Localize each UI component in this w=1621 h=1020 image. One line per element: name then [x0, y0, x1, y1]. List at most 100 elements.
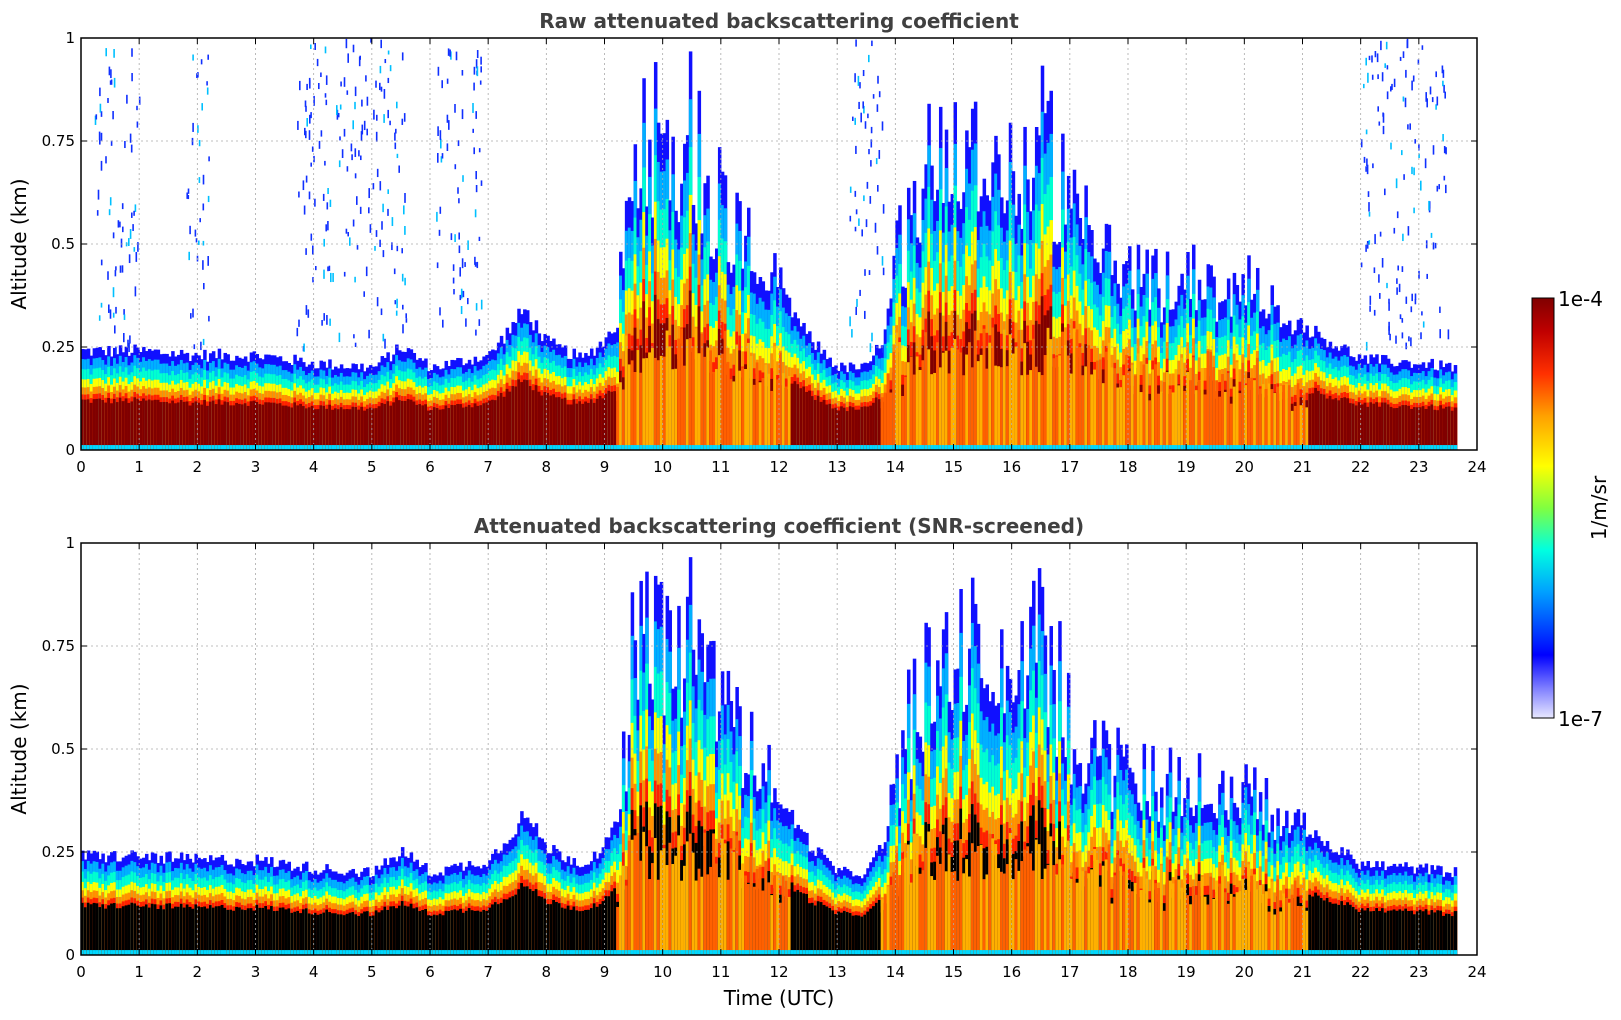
noise-speck [1443, 146, 1446, 154]
heatmap-column [560, 398, 565, 450]
heatmap-column [793, 381, 798, 450]
heatmap-column [165, 445, 169, 450]
noise-speck [187, 195, 190, 200]
noise-speck [358, 56, 361, 67]
heatmap-column [124, 398, 129, 450]
heatmap-column [1357, 402, 1362, 450]
heatmap-column [389, 445, 393, 450]
heatmap-column [1119, 387, 1123, 450]
noise-speck [1396, 287, 1398, 295]
heatmap-column [883, 445, 888, 450]
heatmap-column [302, 406, 306, 450]
heatmap-column [447, 445, 451, 450]
heatmap-column [124, 950, 129, 955]
heatmap-column [1238, 445, 1243, 450]
heatmap-column [1058, 445, 1062, 450]
heatmap-column [840, 406, 844, 450]
heatmap-column [645, 358, 649, 450]
heatmap-column [136, 398, 140, 450]
heatmap-column [979, 354, 984, 450]
noise-speck [441, 153, 444, 159]
heatmap-column [904, 377, 908, 450]
heatmap-column [162, 445, 166, 450]
heatmap-column [348, 409, 353, 450]
heatmap-column [802, 386, 806, 450]
heatmap-column [947, 373, 952, 450]
noise-speck [475, 111, 477, 119]
noise-speck [200, 341, 202, 351]
noise-speck [1418, 153, 1420, 159]
heatmap-column [270, 445, 274, 450]
noise-speck [296, 327, 299, 337]
noise-speck [363, 120, 366, 131]
heatmap-column [220, 404, 225, 450]
noise-speck [870, 139, 873, 148]
noise-speck [864, 310, 866, 319]
heatmap-column [1090, 445, 1094, 450]
heatmap-column [304, 445, 309, 450]
heatmap-column [933, 372, 937, 450]
heatmap-column [229, 405, 233, 450]
heatmap-column [709, 350, 713, 450]
noise-speck [396, 298, 398, 309]
heatmap-column [642, 445, 646, 450]
heatmap-column [985, 368, 989, 450]
noise-speck [354, 86, 357, 97]
noise-speck [321, 320, 323, 326]
heatmap-column [133, 903, 137, 955]
noise-speck [881, 121, 884, 131]
heatmap-column [1226, 373, 1231, 450]
noise-speck [380, 86, 383, 92]
noise-speck [862, 70, 865, 77]
heatmap-column [621, 445, 626, 450]
noise-speck [382, 203, 384, 213]
heatmap-column [1299, 405, 1304, 450]
panel-1-heatmap [81, 38, 1458, 450]
heatmap-column [1314, 387, 1318, 450]
heatmap-column [1378, 445, 1382, 450]
noise-speck [479, 80, 482, 85]
heatmap-column [863, 445, 867, 450]
heatmap-column [776, 445, 780, 450]
noise-speck [1443, 84, 1445, 93]
noise-speck [447, 48, 450, 56]
noise-speck [129, 133, 132, 143]
heatmap-column [1398, 445, 1402, 450]
heatmap-column [630, 360, 635, 450]
heatmap-column [310, 405, 315, 450]
heatmap-column [115, 402, 120, 450]
heatmap-column [491, 399, 495, 450]
noise-speck [194, 229, 197, 237]
heatmap-column [723, 330, 728, 450]
heatmap-column [150, 400, 155, 450]
noise-speck [474, 262, 477, 267]
heatmap-column [555, 397, 559, 450]
noise-speck [379, 82, 381, 91]
heatmap-column [508, 391, 513, 450]
heatmap-column [424, 445, 428, 450]
noise-speck [475, 59, 478, 69]
noise-speck [467, 240, 469, 250]
noise-speck [112, 312, 115, 318]
heatmap-column [374, 445, 379, 450]
heatmap-column [1194, 445, 1199, 450]
heatmap-column [578, 445, 582, 450]
heatmap-column [712, 371, 716, 450]
heatmap-column [808, 390, 812, 450]
heatmap-column [680, 328, 684, 450]
noise-speck [1395, 335, 1397, 344]
noise-speck [325, 99, 328, 106]
noise-speck [343, 271, 346, 277]
noise-speck [1421, 311, 1423, 316]
heatmap-column [921, 445, 926, 450]
heatmap-column [965, 354, 969, 450]
noise-speck [1401, 332, 1404, 339]
heatmap-column [461, 445, 466, 450]
heatmap-column [1363, 445, 1368, 450]
noise-speck [1429, 86, 1432, 95]
heatmap-column [1375, 402, 1379, 450]
noise-speck [132, 224, 134, 231]
heatmap-column [842, 407, 847, 450]
heatmap-column [104, 908, 108, 955]
heatmap-column [162, 401, 166, 450]
